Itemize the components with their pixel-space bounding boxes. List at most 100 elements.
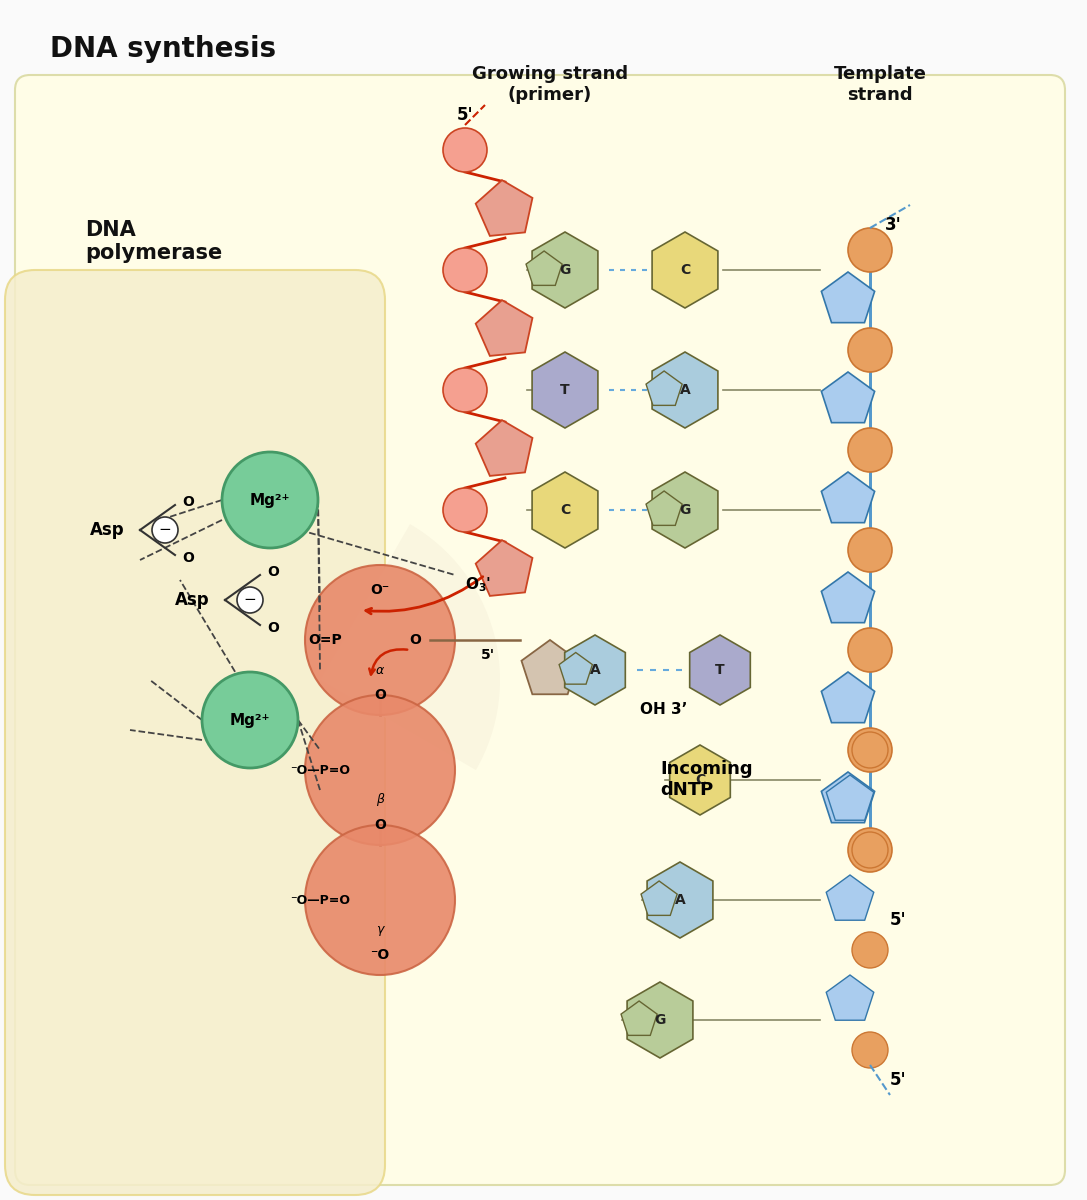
Text: γ: γ bbox=[376, 924, 384, 936]
Text: A: A bbox=[679, 383, 690, 397]
Text: O: O bbox=[374, 688, 386, 702]
Circle shape bbox=[443, 248, 487, 292]
Text: ⁻O—P=O: ⁻O—P=O bbox=[290, 894, 350, 906]
Text: A: A bbox=[589, 662, 600, 677]
Polygon shape bbox=[526, 251, 562, 286]
Text: 5': 5' bbox=[890, 911, 907, 929]
Circle shape bbox=[848, 528, 892, 572]
Circle shape bbox=[848, 428, 892, 472]
Circle shape bbox=[305, 565, 455, 715]
Circle shape bbox=[852, 932, 888, 968]
Text: Asp: Asp bbox=[90, 521, 125, 539]
Text: Asp: Asp bbox=[175, 590, 210, 608]
Circle shape bbox=[848, 828, 892, 872]
Polygon shape bbox=[822, 672, 875, 722]
Text: α: α bbox=[376, 664, 384, 677]
Text: G: G bbox=[679, 503, 690, 517]
Polygon shape bbox=[476, 180, 533, 236]
Circle shape bbox=[152, 517, 178, 542]
Polygon shape bbox=[533, 472, 598, 548]
Circle shape bbox=[852, 832, 888, 868]
Text: Growing strand
(primer): Growing strand (primer) bbox=[472, 65, 628, 103]
Polygon shape bbox=[559, 653, 592, 684]
Polygon shape bbox=[822, 372, 875, 422]
Text: G: G bbox=[560, 263, 571, 277]
Text: O: O bbox=[409, 634, 421, 647]
Circle shape bbox=[848, 628, 892, 672]
Polygon shape bbox=[822, 772, 875, 823]
Circle shape bbox=[443, 488, 487, 532]
Circle shape bbox=[848, 328, 892, 372]
Circle shape bbox=[222, 452, 318, 548]
Text: β: β bbox=[376, 793, 384, 806]
Polygon shape bbox=[627, 982, 692, 1058]
Circle shape bbox=[443, 368, 487, 412]
Polygon shape bbox=[647, 862, 713, 938]
Text: O=P: O=P bbox=[308, 634, 342, 647]
Text: −: − bbox=[243, 593, 257, 607]
Text: O: O bbox=[267, 565, 279, 578]
Text: O: O bbox=[182, 551, 193, 565]
Polygon shape bbox=[476, 540, 533, 596]
Polygon shape bbox=[670, 745, 730, 815]
Polygon shape bbox=[646, 491, 683, 526]
Polygon shape bbox=[822, 472, 875, 523]
Text: T: T bbox=[715, 662, 725, 677]
FancyBboxPatch shape bbox=[5, 270, 385, 1195]
Text: C: C bbox=[695, 773, 705, 787]
Polygon shape bbox=[822, 272, 875, 323]
Circle shape bbox=[202, 672, 298, 768]
Polygon shape bbox=[476, 420, 533, 476]
Text: DNA
polymerase: DNA polymerase bbox=[85, 220, 222, 263]
Text: DNA synthesis: DNA synthesis bbox=[50, 35, 276, 62]
Text: Mg²⁺: Mg²⁺ bbox=[250, 492, 290, 508]
Text: −: − bbox=[159, 522, 172, 538]
Text: C: C bbox=[679, 263, 690, 277]
Circle shape bbox=[305, 826, 455, 974]
Text: C: C bbox=[560, 503, 570, 517]
Circle shape bbox=[852, 1032, 888, 1068]
Circle shape bbox=[848, 228, 892, 272]
Text: Incoming
dNTP: Incoming dNTP bbox=[660, 760, 752, 799]
Polygon shape bbox=[826, 775, 874, 821]
Polygon shape bbox=[522, 640, 578, 695]
Text: T: T bbox=[560, 383, 570, 397]
Text: ⁻O: ⁻O bbox=[371, 948, 389, 962]
Circle shape bbox=[443, 128, 487, 172]
Circle shape bbox=[852, 732, 888, 768]
Text: G: G bbox=[654, 1013, 665, 1027]
Text: 5': 5' bbox=[890, 1070, 907, 1090]
Text: $\mathregular{O_3}$': $\mathregular{O_3}$' bbox=[465, 576, 491, 594]
Polygon shape bbox=[564, 635, 625, 704]
Polygon shape bbox=[476, 300, 533, 356]
Polygon shape bbox=[689, 635, 750, 704]
Text: Template
strand: Template strand bbox=[834, 65, 926, 103]
Text: O: O bbox=[267, 622, 279, 635]
Text: Mg²⁺: Mg²⁺ bbox=[229, 713, 271, 727]
Polygon shape bbox=[621, 1001, 658, 1036]
Polygon shape bbox=[641, 881, 677, 916]
Circle shape bbox=[848, 728, 892, 772]
FancyBboxPatch shape bbox=[15, 74, 1065, 1186]
Circle shape bbox=[237, 587, 263, 613]
Text: 5': 5' bbox=[457, 106, 473, 124]
Wedge shape bbox=[320, 524, 500, 770]
Polygon shape bbox=[652, 232, 717, 308]
Polygon shape bbox=[822, 572, 875, 623]
Polygon shape bbox=[533, 232, 598, 308]
Polygon shape bbox=[533, 352, 598, 428]
Text: O: O bbox=[374, 818, 386, 832]
Text: OH 3’: OH 3’ bbox=[640, 702, 687, 718]
Text: 3': 3' bbox=[885, 216, 902, 234]
Polygon shape bbox=[652, 472, 717, 548]
Text: O⁻: O⁻ bbox=[371, 583, 389, 596]
Text: A: A bbox=[675, 893, 686, 907]
Circle shape bbox=[305, 695, 455, 845]
Polygon shape bbox=[646, 371, 683, 406]
Text: ⁻O—P=O: ⁻O—P=O bbox=[290, 763, 350, 776]
Text: 5': 5' bbox=[480, 648, 495, 662]
Polygon shape bbox=[826, 974, 874, 1020]
Polygon shape bbox=[826, 875, 874, 920]
Polygon shape bbox=[652, 352, 717, 428]
Text: O: O bbox=[182, 494, 193, 509]
